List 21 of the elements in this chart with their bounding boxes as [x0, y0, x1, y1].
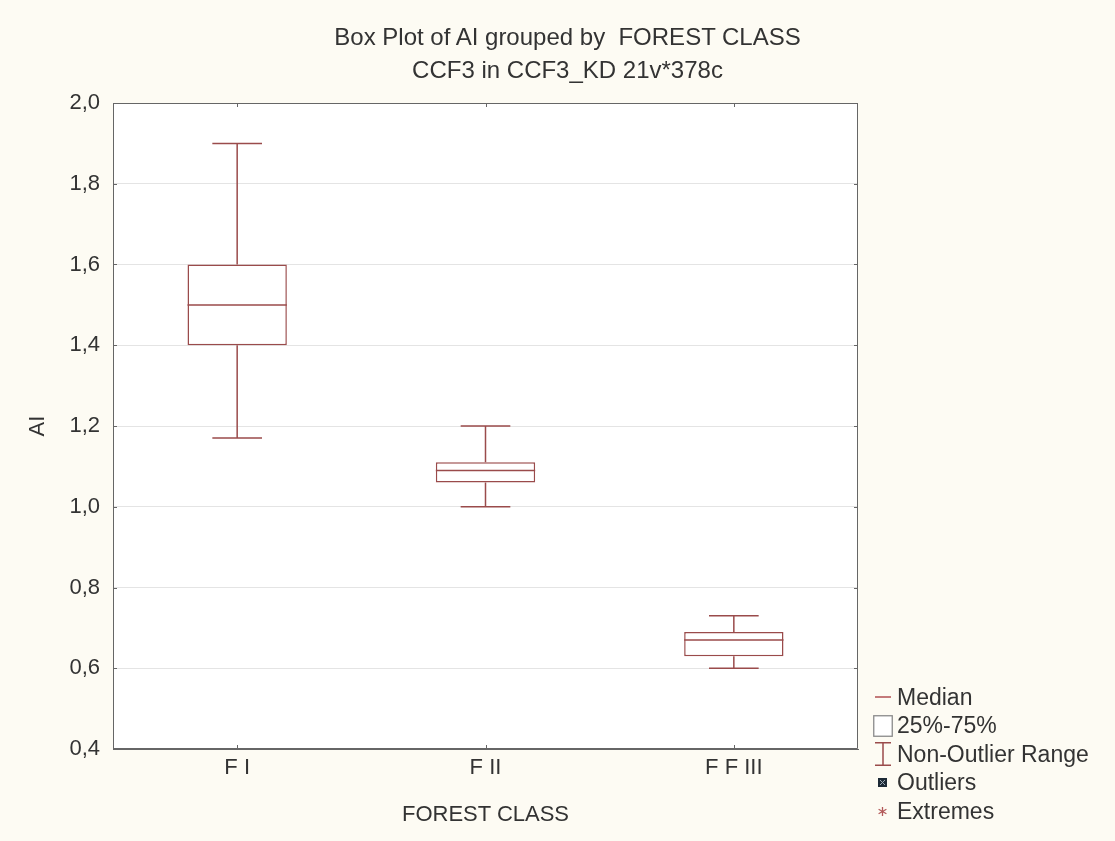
- y-tick-label: 1,0: [69, 492, 100, 518]
- y-tick-label: 1,2: [69, 412, 100, 438]
- text: Extremes: [897, 797, 995, 825]
- y-tick-label: 1,4: [69, 331, 100, 357]
- y-axis-title: AI: [24, 415, 50, 437]
- chart-subtitle: CCF3 in CCF3_KD 21v*378c: [412, 55, 723, 83]
- y-tick-label: 1,6: [69, 250, 100, 276]
- y-tick-label: 2,0: [69, 89, 100, 115]
- y-tick-label: 0,4: [69, 735, 100, 761]
- x-tick-label: F I: [224, 754, 250, 780]
- x-tick-label: F F III: [705, 754, 763, 780]
- text: Outliers: [897, 769, 977, 797]
- text: Median: [897, 683, 973, 711]
- x-tick-label: F II: [469, 754, 502, 780]
- y-tick-label: 0,8: [69, 573, 100, 599]
- y-tick-label: 1,8: [69, 169, 100, 195]
- x-axis-title: FOREST CLASS: [401, 800, 570, 826]
- text: Non-Outlier Range: [897, 740, 1089, 768]
- chart-title: Box Plot of AI grouped by FOREST CLASS: [334, 22, 801, 50]
- y-tick-label: 0,6: [69, 654, 100, 680]
- text: 25%-75%: [897, 712, 997, 740]
